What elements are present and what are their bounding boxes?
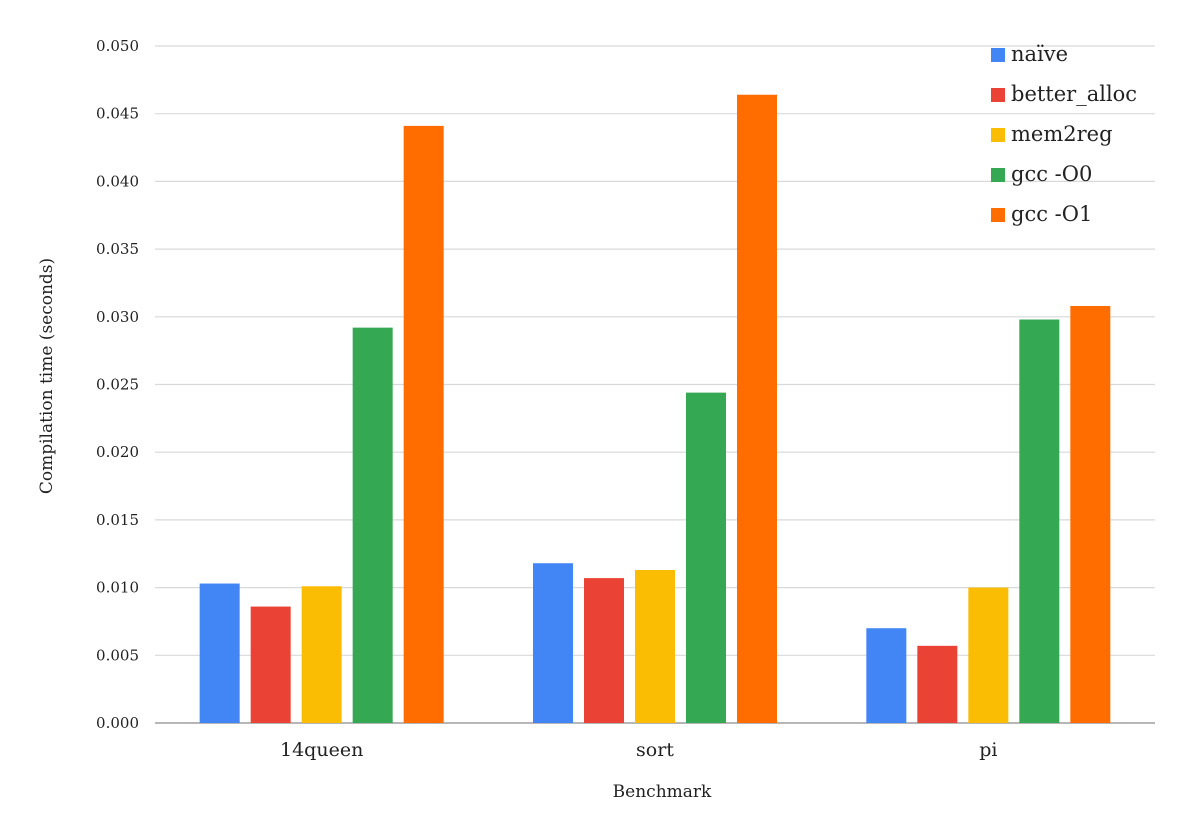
bar [866, 628, 907, 723]
bar [533, 563, 573, 723]
y-tick-label: 0.020 [96, 443, 139, 461]
legend-label: mem2reg [1011, 122, 1113, 146]
bar [1070, 305, 1111, 723]
y-tick-label: 0.030 [96, 308, 139, 326]
bar [199, 583, 240, 723]
x-axis-title: Benchmark [613, 782, 712, 802]
legend-swatch [991, 168, 1005, 182]
x-axis-ticks: 14queen sort pi [280, 739, 997, 761]
legend-label: better_alloc [1011, 82, 1137, 106]
bar [403, 125, 444, 724]
y-tick-label: 0.035 [96, 240, 139, 258]
y-tick-label: 0.025 [96, 376, 139, 394]
y-tick-label: 0.000 [96, 714, 139, 732]
bar [1019, 319, 1060, 723]
legend: naïve better_alloc mem2reg gcc -O0 gcc -O1 [991, 42, 1137, 226]
x-tick-label: pi [979, 739, 997, 761]
y-tick-label: 0.005 [96, 646, 139, 664]
bar [301, 586, 342, 723]
legend-label: naïve [1011, 42, 1068, 66]
bar [584, 578, 624, 723]
y-axis-ticks: 0.000 0.005 0.010 0.015 0.020 0.025 0.030 0.035… [96, 37, 139, 732]
bar [635, 569, 675, 723]
legend-swatch [991, 88, 1005, 102]
bar [686, 392, 726, 723]
y-axis-title: Compilation time (seconds) [37, 258, 57, 494]
x-tick-label: sort [636, 739, 674, 761]
y-tick-label: 0.015 [96, 511, 139, 529]
bar [917, 645, 958, 723]
legend-swatch [991, 208, 1005, 222]
legend-swatch [991, 48, 1005, 62]
x-tick-label: 14queen [280, 739, 363, 761]
bar [968, 587, 1009, 723]
legend-label: gcc -O1 [1011, 202, 1092, 226]
bar [352, 327, 393, 723]
bar [737, 94, 777, 723]
bars [199, 94, 1111, 724]
y-tick-label: 0.010 [96, 579, 139, 597]
y-tick-label: 0.045 [96, 105, 139, 123]
y-tick-label: 0.050 [96, 37, 139, 55]
bar [250, 606, 291, 723]
legend-label: gcc -O0 [1011, 162, 1092, 186]
legend-swatch [991, 128, 1005, 142]
y-tick-label: 0.040 [96, 172, 139, 190]
